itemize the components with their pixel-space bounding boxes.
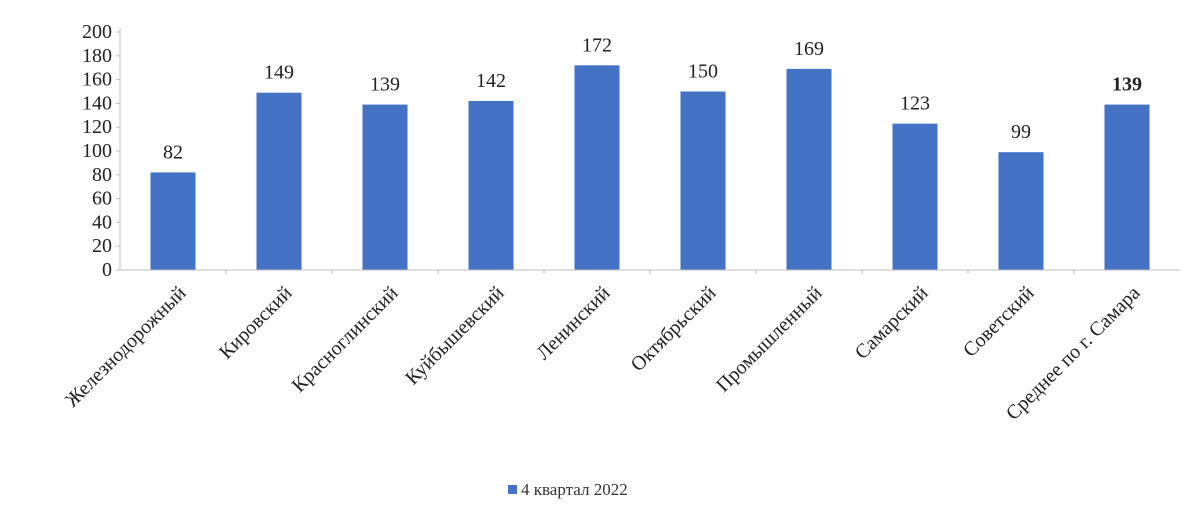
legend-label: 4 квартал 2022 [521, 480, 628, 499]
data-label: 172 [582, 34, 612, 56]
x-tick-label: Самарский [851, 282, 933, 364]
bar [1104, 104, 1150, 270]
x-axis: Железнодорожный КировскийКрасноглинскийКу… [61, 269, 1180, 425]
data-label: 99 [1011, 121, 1031, 143]
bar [468, 101, 514, 271]
y-tick-label: 80 [92, 164, 112, 186]
data-label: 139 [370, 74, 400, 96]
x-tick-label: Советский [959, 282, 1039, 362]
bar [680, 91, 726, 270]
bar [998, 152, 1044, 270]
data-label: 150 [688, 61, 718, 83]
data-label: 149 [264, 62, 294, 84]
y-tick-label: 180 [82, 45, 112, 67]
y-tick-label: 200 [82, 21, 112, 43]
bar [256, 92, 302, 270]
y-tick-label: 20 [92, 235, 112, 257]
legend-swatch [508, 485, 517, 494]
bar [574, 65, 620, 270]
bar [150, 172, 196, 270]
bar [786, 68, 832, 270]
x-tick-label: Ленинский [532, 282, 615, 365]
bar [892, 123, 938, 270]
y-tick-label: 0 [102, 259, 112, 281]
data-label: 123 [900, 93, 930, 115]
bar [362, 104, 408, 270]
data-label: 139 [1112, 74, 1142, 96]
data-label: 169 [794, 38, 824, 60]
y-tick-label: 40 [92, 211, 112, 233]
x-tick-label: Красноглинский [288, 282, 403, 397]
data-label: 82 [163, 141, 183, 163]
data-label: 142 [476, 70, 506, 92]
y-tick-label: 60 [92, 188, 112, 210]
x-tick-label: Промышленный [712, 282, 827, 397]
x-tick-label: Кировский [215, 282, 297, 364]
x-tick-label: Куйбышевский [401, 282, 509, 390]
bars: 82 149 139 142 172 150 169 123 99 139 [150, 34, 1150, 271]
y-tick-label: 100 [82, 140, 112, 162]
y-tick-label: 160 [82, 69, 112, 91]
y-tick-label: 140 [82, 92, 112, 114]
x-tick-label: Железнодорожный [61, 282, 191, 412]
x-tick-label: Октябрьский [627, 282, 721, 376]
y-tick-label: 120 [82, 116, 112, 138]
legend: 4 квартал 2022 [508, 480, 628, 499]
